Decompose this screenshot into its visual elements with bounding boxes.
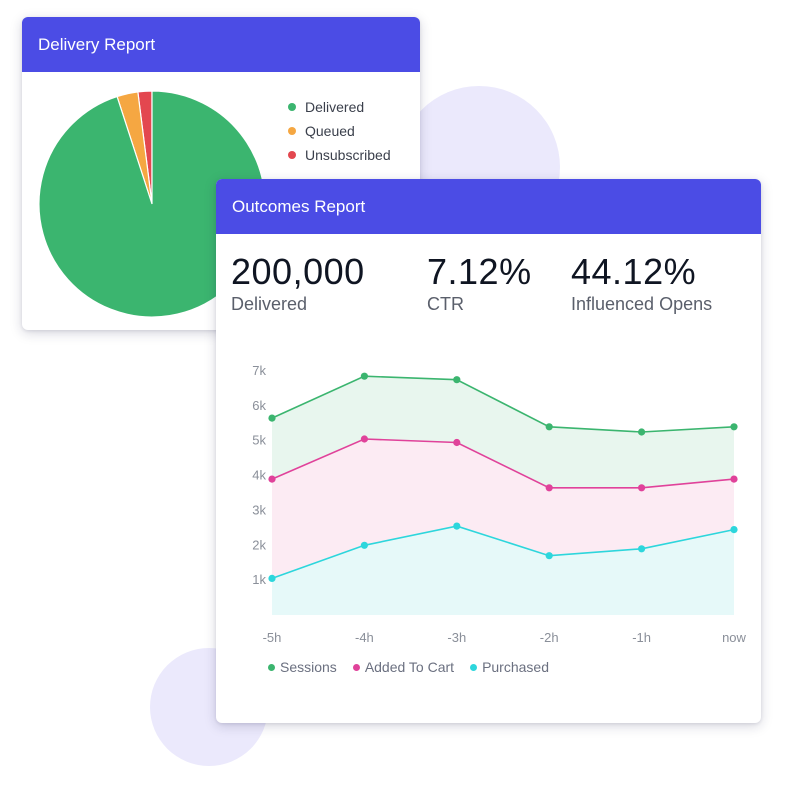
- data-point-added-to-cart: [545, 484, 553, 492]
- series-line-sessions: [271, 375, 735, 433]
- outcomes-report-card: Outcomes Report 200,000 Delivered 7.12% …: [216, 179, 761, 723]
- data-point-sessions: [730, 423, 738, 431]
- y-tick-label: 3k: [252, 502, 266, 517]
- stat-delivered: 200,000 Delivered: [231, 252, 365, 315]
- data-point-purchased: [638, 545, 646, 553]
- line-legend: Sessions Added To Cart Purchased: [268, 659, 565, 675]
- y-tick-label: 6k: [252, 398, 266, 413]
- data-point-added-to-cart: [453, 438, 461, 447]
- x-tick-label: now: [722, 630, 746, 645]
- series-line-added-to-cart: [271, 438, 735, 489]
- legend-dot: [288, 127, 296, 135]
- stat-influenced-opens: 44.12% Influenced Opens: [571, 252, 712, 315]
- legend-label: Added To Cart: [364, 659, 455, 675]
- y-tick-label: 2k: [252, 537, 266, 552]
- series-line-purchased: [271, 525, 735, 580]
- legend-dot: [470, 663, 478, 671]
- data-point-sessions: [638, 428, 646, 436]
- stat-ctr: 7.12% CTR: [427, 252, 532, 315]
- delivery-report-title: Delivery Report: [22, 17, 420, 72]
- pie-slice-delivered: [38, 90, 266, 318]
- data-point-sessions: [268, 414, 276, 422]
- x-tick-label: -1h: [632, 630, 651, 645]
- legend-item-unsubscribed: Unsubscribed: [288, 143, 391, 167]
- x-tick-label: -2h: [540, 630, 559, 645]
- x-tick-label: -4h: [355, 630, 374, 645]
- y-tick-label: 1k: [252, 572, 266, 587]
- legend-dot: [288, 103, 296, 111]
- legend-dot: [288, 151, 296, 159]
- data-point-added-to-cart: [638, 484, 646, 492]
- legend-item-sessions: Sessions: [268, 659, 337, 675]
- legend-dot: [268, 663, 275, 671]
- data-point-added-to-cart: [360, 435, 368, 443]
- legend-item-purchased: Purchased: [470, 659, 549, 675]
- data-point-purchased: [453, 522, 461, 530]
- delivery-pie-chart: [38, 90, 266, 318]
- y-tick-label: 4k: [252, 468, 266, 483]
- legend-item-queued: Queued: [288, 119, 391, 143]
- legend-item-added-to-cart: Added To Cart: [352, 659, 455, 675]
- data-point-sessions: [453, 376, 461, 384]
- legend-label: Queued: [305, 123, 355, 139]
- legend-dot: [352, 663, 360, 671]
- data-point-added-to-cart: [730, 475, 738, 483]
- legend-label: Purchased: [482, 659, 549, 675]
- outcomes-report-title: Outcomes Report: [216, 179, 761, 234]
- legend-item-delivered: Delivered: [288, 95, 391, 119]
- data-point-purchased: [268, 574, 276, 582]
- y-tick-label: 7k: [252, 363, 266, 378]
- data-point-purchased: [730, 526, 738, 534]
- data-point-added-to-cart: [268, 475, 276, 483]
- pie-legend: Delivered Queued Unsubscribed: [288, 95, 391, 167]
- data-point-purchased: [545, 552, 553, 560]
- stat-value: 200,000: [231, 251, 365, 292]
- stat-label: Delivered: [231, 294, 308, 314]
- area-fill-purchased: [272, 526, 734, 615]
- data-point-sessions: [360, 372, 368, 380]
- y-tick-label: 5k: [252, 433, 266, 448]
- legend-label: Unsubscribed: [305, 147, 391, 163]
- stat-value: 7.12%: [427, 251, 532, 292]
- x-tick-label: -3h: [447, 630, 466, 645]
- x-tick-label: -5h: [263, 630, 282, 645]
- stat-label: Influenced Opens: [571, 294, 713, 314]
- data-point-purchased: [360, 541, 368, 549]
- legend-label: Delivered: [305, 99, 365, 115]
- stat-label: CTR: [427, 294, 464, 314]
- legend-label: Sessions: [280, 659, 337, 675]
- outcomes-area-chart: 1k 2k 3k 4k 5k 6k 7k -5h -4h -3h -2h -1h now: [252, 363, 746, 645]
- stat-value: 44.12%: [571, 251, 697, 292]
- data-point-sessions: [545, 423, 553, 431]
